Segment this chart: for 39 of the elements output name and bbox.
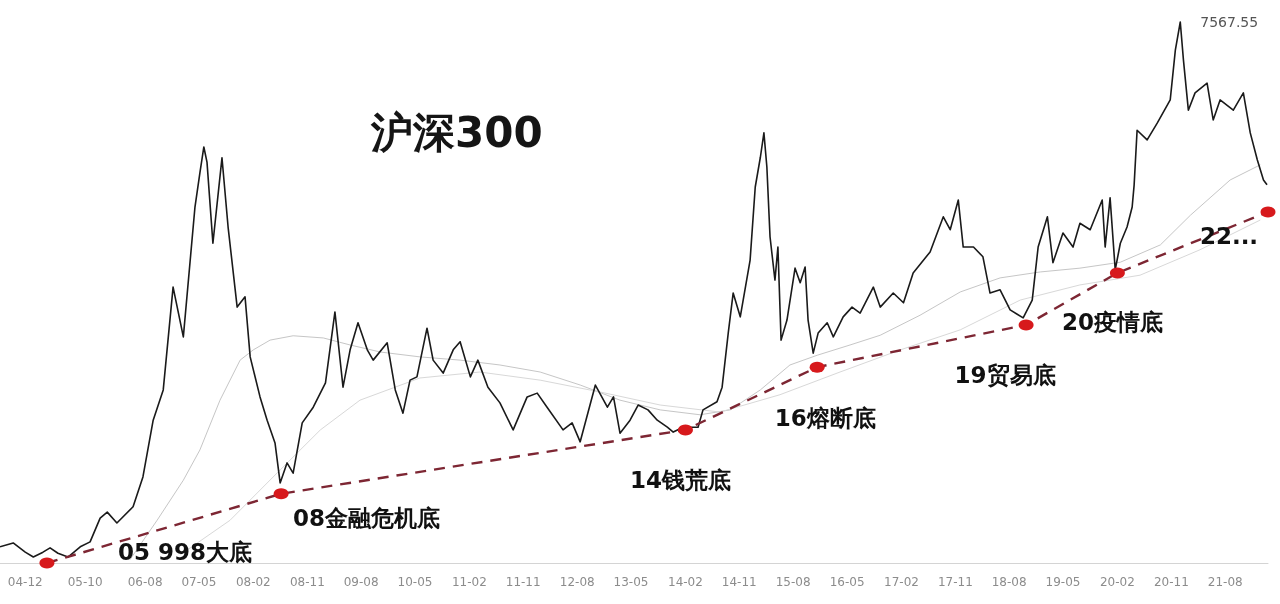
x-tick-label: 18-08 — [991, 575, 1027, 589]
annotation: 7567.55 — [1200, 14, 1259, 30]
x-tick-label: 12-08 — [559, 575, 595, 589]
x-tick-label: 21-08 — [1207, 575, 1243, 589]
x-tick-label: 08-11 — [289, 575, 325, 589]
annotation: 05 998大底 — [118, 539, 253, 565]
x-tick-label: 04-12 — [7, 575, 43, 589]
x-tick-label: 06-08 — [127, 575, 163, 589]
x-tick-label: 20-11 — [1153, 575, 1189, 589]
x-tick-label: 10-05 — [397, 575, 433, 589]
x-tick-label: 07-05 — [181, 575, 217, 589]
point — [677, 424, 693, 436]
point — [1260, 206, 1276, 218]
x-tick-label: 09-08 — [343, 575, 379, 589]
x-tick-label: 19-05 — [1045, 575, 1081, 589]
x-tick-label: 17-11 — [937, 575, 973, 589]
point — [1109, 267, 1125, 279]
x-tick-label: 14-11 — [721, 575, 757, 589]
annotation: 22... — [1199, 222, 1259, 249]
annotation: 16熔断底 — [774, 405, 876, 432]
x-tick-label: 17-02 — [884, 575, 919, 589]
annotation: 20疫情底 — [1061, 309, 1163, 336]
annotation: 14钱荒底 — [629, 466, 731, 493]
x-tick-label: 11-02 — [451, 575, 487, 589]
x-tick-label: 14-02 — [668, 575, 703, 589]
annotation: 19贸易底 — [954, 361, 1056, 388]
annotation: 08金融危机底 — [293, 504, 441, 531]
text: 沪深300 — [370, 107, 543, 157]
point — [39, 557, 55, 569]
x-tick-label: 13-05 — [613, 575, 649, 589]
point — [273, 488, 289, 500]
x-tick-label: 11-11 — [505, 575, 541, 589]
x-tick-label: 20-02 — [1099, 575, 1135, 589]
point — [809, 361, 825, 373]
x-tick-label: 15-08 — [775, 575, 811, 589]
point — [1018, 319, 1034, 331]
x-tick-label: 16-05 — [829, 575, 865, 589]
x-tick-label: 08-02 — [235, 575, 271, 589]
x-tick-label: 05-10 — [67, 575, 103, 589]
